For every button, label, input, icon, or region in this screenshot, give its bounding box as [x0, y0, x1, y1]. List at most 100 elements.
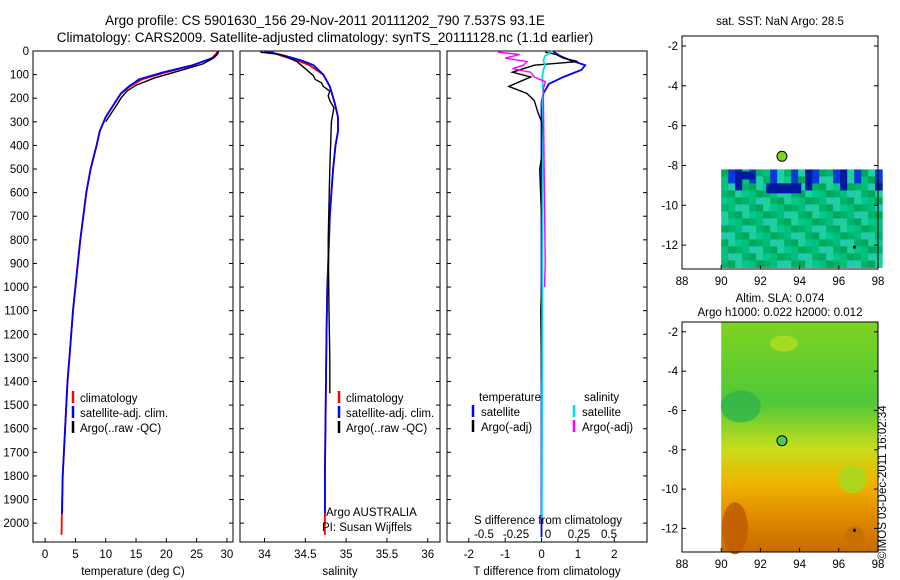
sst-cell: [763, 239, 771, 247]
sst-cell: [728, 211, 736, 219]
sst-cell: [847, 239, 855, 247]
sst-cell: [756, 169, 764, 177]
sst-cell: [763, 225, 771, 233]
sst-cell: [805, 183, 813, 191]
sst-cell: [735, 218, 743, 226]
sst-cell: [756, 232, 764, 240]
sst-cell: [840, 197, 848, 205]
sst-cell: [749, 204, 757, 212]
sst_map-xtick-label: 94: [793, 276, 806, 288]
salinity-xlabel: salinity: [322, 566, 357, 578]
sst-cell: [721, 190, 729, 198]
sla_map-panel: -2 -4 -6 -8 -10 -12 88 90 92 94 96 98: [661, 321, 884, 571]
legend-label: Argo(..raw -QC): [346, 423, 427, 435]
sst-cell: [840, 239, 848, 247]
sst-cell: [833, 232, 841, 240]
sst-cell: [749, 260, 757, 268]
sst-cell: [735, 190, 743, 198]
sst-cell: [798, 197, 806, 205]
sst-cell: [868, 239, 876, 247]
salinity-difference-tick: -0.5: [474, 529, 494, 541]
legend-label: climatology: [346, 393, 404, 405]
sst-cell: [742, 204, 750, 212]
sst-cell: [833, 246, 841, 254]
sst-cell: [742, 232, 750, 240]
sla-map-title-line1: Altim. SLA: 0.074: [736, 293, 825, 305]
sst-cell: [805, 197, 813, 205]
sst-cell: [847, 232, 855, 240]
sst-cell: [833, 253, 841, 261]
sst-cell: [805, 169, 813, 177]
sst-cell: [854, 169, 862, 177]
sst-cell: [756, 197, 764, 205]
sst-cell: [819, 211, 827, 219]
sla_map-xtick-label: 96: [832, 559, 845, 571]
sst-cell: [840, 232, 848, 240]
sst-cell: [847, 204, 855, 212]
sst-cell: [770, 211, 778, 219]
sst-cell: [833, 225, 841, 233]
sst-cell: [875, 190, 883, 198]
sst-cell: [861, 204, 869, 212]
sst-cell: [875, 183, 883, 191]
temperature-panel: 0100200300400500600700800900100011001200…: [3, 46, 234, 578]
sst_map-ytick-label: -6: [668, 121, 678, 133]
sst-cell: [791, 190, 799, 198]
sla_map-xtick-label: 88: [676, 559, 689, 571]
depth-tick-label: 1800: [3, 471, 29, 483]
sst-cell: [826, 225, 834, 233]
sla-feature: [720, 390, 761, 423]
sst-cell: [777, 239, 785, 247]
sst-cell: [847, 197, 855, 205]
sst-cell: [805, 232, 813, 240]
difference-xtick-label: 2: [611, 549, 617, 561]
depth-tick-label: 1600: [3, 424, 29, 436]
sst-cell: [749, 190, 757, 198]
sla_map-ytick-label: -8: [668, 445, 678, 457]
argo-position-marker: [776, 150, 788, 162]
sst-cell: [756, 204, 764, 212]
temperature-xtick-label: 25: [190, 549, 203, 561]
sst-cell: [728, 239, 736, 247]
sst-cell: [840, 204, 848, 212]
sst-cell: [875, 260, 883, 268]
sst-cell: [833, 183, 841, 191]
sst-cell: [868, 176, 876, 184]
sst-cell: [721, 197, 729, 205]
series-line-salinity-satellite: [541, 50, 553, 519]
sst-cell: [766, 183, 802, 194]
sla_map-xtick-label: 90: [715, 559, 728, 571]
sst-cell: [742, 246, 750, 254]
series-line-satellite-adj-clim-: [61, 50, 220, 514]
sst-cell: [728, 197, 736, 205]
depth-tick-label: 900: [10, 258, 29, 270]
sst-cell: [749, 225, 757, 233]
sst-cell: [798, 204, 806, 212]
sst-cell: [749, 218, 757, 226]
sst_map-xtick-label: 88: [676, 276, 689, 288]
figure-title-line1: Argo profile: CS 5901630_156 29-Nov-2011…: [105, 13, 545, 28]
sst-cell: [833, 218, 841, 226]
sst-cell: [763, 253, 771, 261]
difference-panel: -2 -1 0 1 2 T difference from climatology: [446, 50, 648, 578]
sst-cell: [847, 169, 855, 177]
sst_map-axes-frame: [681, 35, 879, 270]
sst-cell: [805, 225, 813, 233]
sst-cell: [826, 169, 834, 177]
depth-tick-label: 700: [10, 211, 29, 223]
sst-cell: [756, 225, 764, 233]
sst-cell: [777, 232, 785, 240]
sst-cell: [735, 239, 743, 247]
sst-cell: [875, 169, 883, 177]
sst-cell: [798, 232, 806, 240]
sla_map-xtick-label: 94: [793, 559, 806, 571]
sst-cell: [854, 211, 862, 219]
sst-cell: [868, 218, 876, 226]
sst-cell: [735, 232, 743, 240]
sla_map-axes-frame: [681, 321, 879, 553]
sst-cell: [749, 232, 757, 240]
sst-cell: [840, 190, 848, 198]
sst-cell: [798, 176, 806, 184]
legend-label: Argo(-adj): [481, 422, 532, 434]
sst-cell: [819, 232, 827, 240]
